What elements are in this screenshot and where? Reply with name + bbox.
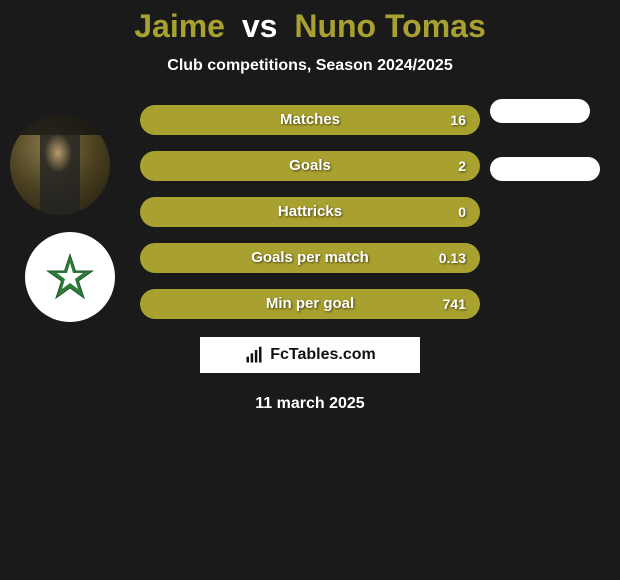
stat-value-left: 741 bbox=[140, 289, 480, 319]
stat-value-left: 0.13 bbox=[140, 243, 480, 273]
stat-row: Matches16 bbox=[0, 105, 620, 135]
stat-row: Goals per match0.13 bbox=[0, 243, 620, 273]
comparison-card: Jaime vs Nuno Tomas Club competitions, S… bbox=[0, 0, 620, 413]
stat-row: Goals2 bbox=[0, 151, 620, 181]
date-text: 11 march 2025 bbox=[0, 395, 620, 413]
stat-row: Hattricks0 bbox=[0, 197, 620, 227]
brand-text: FcTables.com bbox=[270, 346, 376, 364]
player2-name: Nuno Tomas bbox=[294, 8, 485, 44]
stats-rows: Matches16 Goals2 Hattricks0 Goals per match… bbox=[0, 105, 620, 319]
vs-text: vs bbox=[242, 8, 278, 44]
right-pill bbox=[490, 99, 590, 123]
page-title: Jaime vs Nuno Tomas bbox=[0, 8, 620, 45]
subtitle: Club competitions, Season 2024/2025 bbox=[0, 57, 620, 75]
player1-name: Jaime bbox=[134, 8, 225, 44]
right-pill bbox=[490, 157, 600, 181]
chart-icon bbox=[244, 345, 264, 365]
stat-value-left: 16 bbox=[140, 105, 480, 135]
stat-value-left: 0 bbox=[140, 197, 480, 227]
brand-box[interactable]: FcTables.com bbox=[200, 337, 420, 373]
stat-value-left: 2 bbox=[140, 151, 480, 181]
stat-row: Min per goal741 bbox=[0, 289, 620, 319]
